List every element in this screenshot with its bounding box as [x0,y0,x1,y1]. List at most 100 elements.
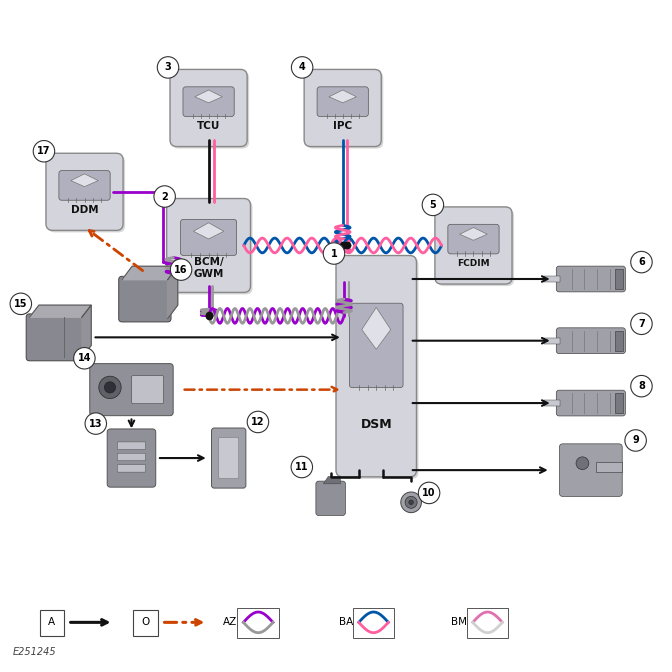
Bar [597,462,622,472]
FancyBboxPatch shape [118,464,146,472]
FancyBboxPatch shape [134,610,158,636]
Text: BCM/
GWM: BCM/ GWM [194,257,224,279]
Circle shape [409,500,413,505]
FancyBboxPatch shape [119,276,171,322]
FancyBboxPatch shape [448,224,499,254]
FancyBboxPatch shape [212,428,246,488]
FancyBboxPatch shape [316,481,345,515]
Text: 12: 12 [251,417,265,427]
Text: 6: 6 [638,257,645,267]
Text: 14: 14 [78,353,91,364]
Polygon shape [30,305,91,317]
Text: 9: 9 [632,435,639,446]
Text: 10: 10 [422,488,436,498]
Circle shape [104,382,116,393]
FancyBboxPatch shape [118,453,146,461]
FancyBboxPatch shape [218,437,239,478]
Polygon shape [323,476,340,484]
Polygon shape [71,174,98,187]
FancyBboxPatch shape [338,257,419,479]
Polygon shape [82,305,91,358]
FancyBboxPatch shape [556,328,626,353]
Polygon shape [329,90,356,103]
Circle shape [291,456,312,478]
Bar [544,276,560,282]
Circle shape [419,482,439,503]
Text: 2: 2 [161,192,168,202]
Text: BA: BA [339,618,353,628]
Bar [615,393,623,413]
FancyBboxPatch shape [108,429,156,487]
Text: 16: 16 [174,265,188,275]
Text: DDM: DDM [71,205,98,214]
FancyBboxPatch shape [167,198,251,292]
Text: 13: 13 [89,419,103,429]
Bar [615,269,623,289]
FancyBboxPatch shape [556,390,626,416]
Polygon shape [195,90,222,103]
Text: DSM: DSM [360,418,392,431]
FancyBboxPatch shape [437,209,514,286]
Polygon shape [168,266,177,319]
Polygon shape [362,308,390,349]
Text: 11: 11 [295,462,308,472]
Text: 15: 15 [14,299,28,309]
FancyBboxPatch shape [336,255,417,477]
Circle shape [10,293,32,314]
Circle shape [631,251,653,273]
FancyBboxPatch shape [349,303,403,388]
Circle shape [74,347,95,369]
Circle shape [85,413,107,434]
FancyBboxPatch shape [556,266,626,292]
Text: 5: 5 [429,200,436,210]
FancyBboxPatch shape [317,87,368,116]
Circle shape [631,313,653,335]
Text: A: A [48,618,55,628]
Text: 17: 17 [37,146,50,157]
Circle shape [33,140,54,162]
FancyBboxPatch shape [46,153,123,230]
Circle shape [157,56,179,78]
Circle shape [422,194,444,216]
Circle shape [154,185,175,207]
Text: AZ: AZ [223,618,237,628]
Bar [544,400,560,406]
Circle shape [401,492,421,513]
Circle shape [292,56,313,78]
FancyBboxPatch shape [132,376,163,404]
FancyBboxPatch shape [306,71,383,149]
FancyBboxPatch shape [467,607,508,638]
FancyBboxPatch shape [237,607,279,638]
FancyBboxPatch shape [48,155,125,233]
FancyBboxPatch shape [435,207,512,284]
Text: FCDIM: FCDIM [457,259,490,268]
FancyBboxPatch shape [353,607,394,638]
Text: 1: 1 [331,249,337,259]
FancyBboxPatch shape [172,71,249,149]
Circle shape [247,411,269,433]
Circle shape [631,376,653,397]
FancyBboxPatch shape [90,364,173,416]
Text: E251245: E251245 [13,646,56,657]
Circle shape [625,430,646,451]
FancyBboxPatch shape [59,171,110,200]
FancyBboxPatch shape [170,69,247,146]
Circle shape [405,497,417,508]
Text: 7: 7 [638,319,645,329]
Text: 3: 3 [165,62,171,73]
FancyBboxPatch shape [169,200,253,294]
FancyBboxPatch shape [118,442,146,450]
FancyBboxPatch shape [183,87,235,116]
Polygon shape [194,222,224,239]
Bar [615,331,623,351]
FancyBboxPatch shape [181,220,237,255]
Circle shape [576,457,589,470]
FancyBboxPatch shape [304,69,381,146]
Text: IPC: IPC [333,121,352,131]
FancyBboxPatch shape [560,444,622,497]
Text: TCU: TCU [197,121,220,131]
Text: BM: BM [451,618,467,628]
Polygon shape [460,228,487,241]
Circle shape [323,243,345,264]
Bar [544,337,560,344]
